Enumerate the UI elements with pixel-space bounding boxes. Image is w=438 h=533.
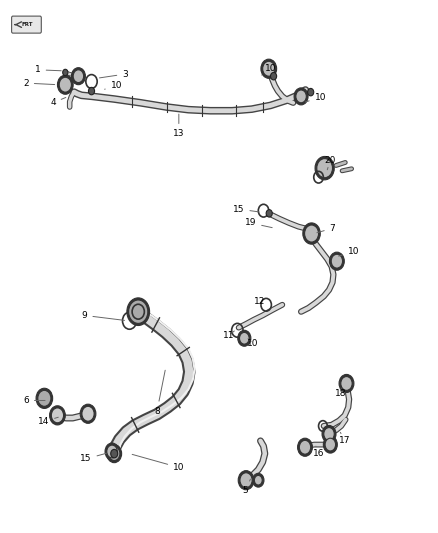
Circle shape <box>238 330 251 346</box>
Text: 19: 19 <box>245 219 272 228</box>
Text: 3: 3 <box>99 70 128 78</box>
Circle shape <box>324 427 334 440</box>
Text: 12: 12 <box>254 296 265 305</box>
Text: 10: 10 <box>132 454 184 472</box>
Text: 2: 2 <box>23 78 55 87</box>
Circle shape <box>296 90 306 103</box>
Circle shape <box>294 88 308 105</box>
Circle shape <box>317 159 332 177</box>
Text: 10: 10 <box>305 93 326 102</box>
Circle shape <box>266 209 272 217</box>
Circle shape <box>63 69 68 76</box>
Circle shape <box>107 445 122 463</box>
Circle shape <box>107 445 117 458</box>
Circle shape <box>329 252 344 270</box>
Circle shape <box>240 333 249 344</box>
Text: 10: 10 <box>247 338 259 348</box>
Circle shape <box>261 59 277 78</box>
Text: 20: 20 <box>325 156 336 169</box>
Circle shape <box>303 223 320 244</box>
Circle shape <box>71 68 85 85</box>
Circle shape <box>36 388 53 408</box>
Text: 4: 4 <box>50 98 66 107</box>
Text: 18: 18 <box>335 389 346 398</box>
Circle shape <box>297 438 312 456</box>
Circle shape <box>105 443 119 460</box>
Circle shape <box>129 300 148 324</box>
Circle shape <box>73 70 84 83</box>
Text: 10: 10 <box>105 81 122 90</box>
Text: 16: 16 <box>313 446 324 458</box>
Circle shape <box>254 475 262 485</box>
Text: 8: 8 <box>154 370 165 416</box>
Circle shape <box>271 72 277 80</box>
Circle shape <box>307 88 314 96</box>
Text: 6: 6 <box>23 396 45 405</box>
Circle shape <box>111 449 118 458</box>
Circle shape <box>82 406 94 421</box>
Circle shape <box>80 404 96 423</box>
Circle shape <box>38 390 51 406</box>
Circle shape <box>263 61 275 76</box>
Circle shape <box>253 473 264 487</box>
Text: 7: 7 <box>317 224 336 233</box>
Text: 10: 10 <box>339 247 359 256</box>
Circle shape <box>315 157 334 180</box>
Text: 15: 15 <box>80 453 106 463</box>
Circle shape <box>88 87 95 95</box>
Text: FRT: FRT <box>21 22 33 27</box>
Text: 5: 5 <box>242 479 251 495</box>
Circle shape <box>127 298 150 326</box>
Text: 14: 14 <box>38 417 58 426</box>
Circle shape <box>57 75 73 94</box>
Circle shape <box>325 438 336 451</box>
Circle shape <box>51 408 64 423</box>
Circle shape <box>59 77 71 92</box>
Text: 1: 1 <box>35 66 61 74</box>
Text: 9: 9 <box>81 311 124 320</box>
Circle shape <box>331 254 343 268</box>
Text: 11: 11 <box>223 331 234 340</box>
Circle shape <box>240 473 252 488</box>
Text: 17: 17 <box>339 432 350 446</box>
Text: 10: 10 <box>262 64 276 75</box>
Text: 15: 15 <box>233 205 259 214</box>
Circle shape <box>322 425 336 442</box>
Circle shape <box>341 376 352 390</box>
FancyBboxPatch shape <box>12 16 41 33</box>
Circle shape <box>299 440 311 454</box>
Text: 13: 13 <box>173 114 184 138</box>
Circle shape <box>304 225 318 242</box>
Circle shape <box>339 374 354 392</box>
Circle shape <box>49 406 65 425</box>
Circle shape <box>323 436 337 453</box>
Circle shape <box>238 471 254 490</box>
Circle shape <box>109 447 120 461</box>
